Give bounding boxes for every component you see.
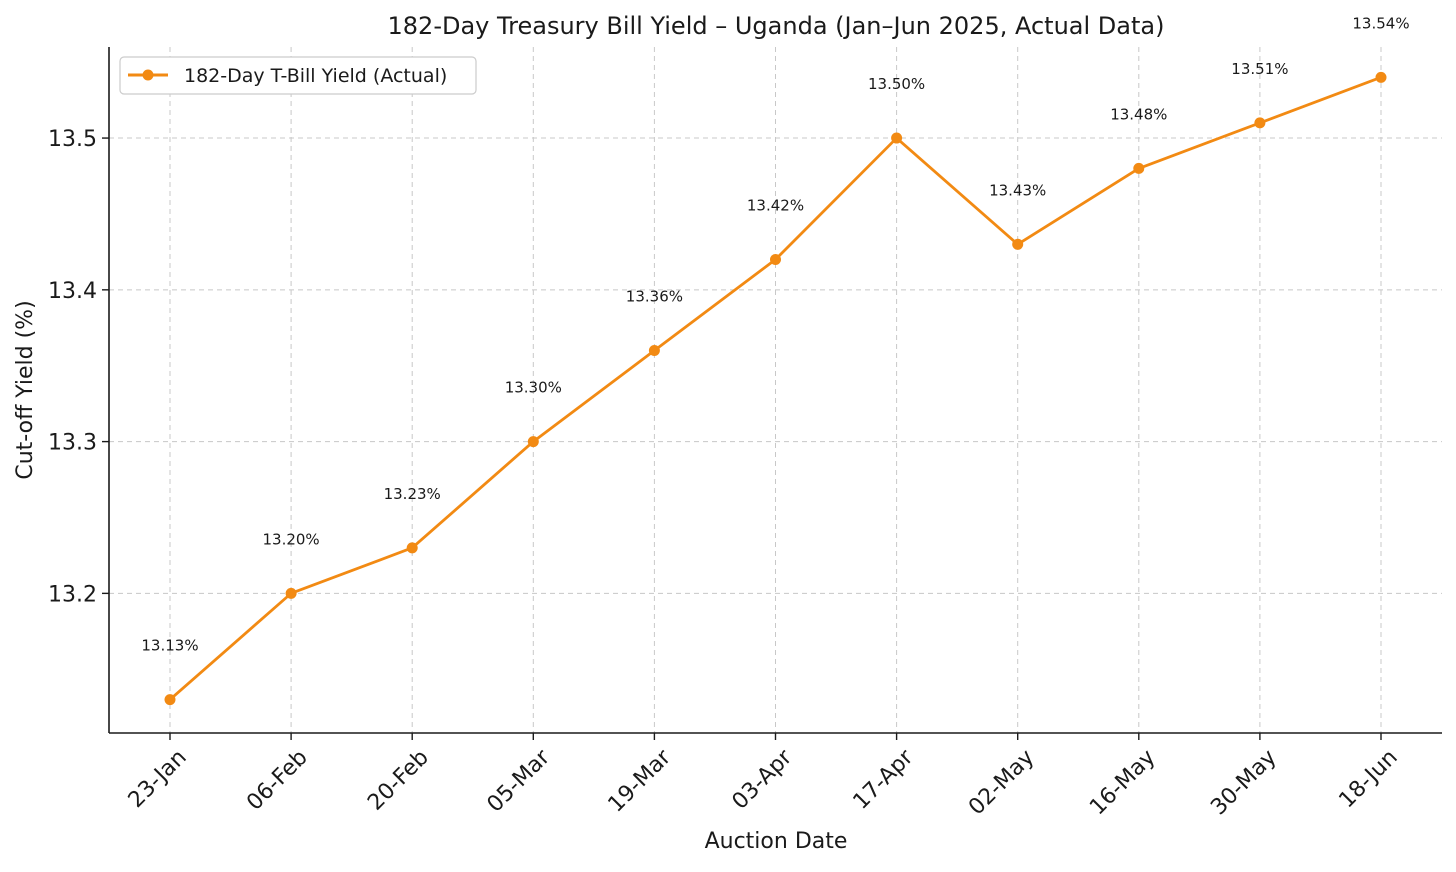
x-tick-label: 23-Jan [124,745,192,813]
y-tick-label: 13.3 [48,431,97,456]
data-label: 13.20% [262,530,319,548]
data-label: 13.54% [1352,14,1409,32]
axes [102,47,1442,740]
data-point [1133,162,1145,174]
x-tick-label: 17-Apr [849,744,919,814]
data-point [1012,238,1024,250]
x-tick-label: 05-Mar [483,744,556,817]
data-label: 13.23% [384,485,441,503]
data-point [648,345,660,357]
legend-label: 182-Day T-Bill Yield (Actual) [184,65,447,87]
data-label: 13.13% [141,637,198,655]
data-point [1375,71,1387,83]
data-point [406,542,418,554]
data-label: 13.51% [1231,60,1288,78]
data-label: 13.43% [989,181,1046,199]
y-axis-label: Cut-off Yield (%) [13,300,38,479]
series-line-group [164,71,1387,706]
data-point [1254,117,1266,129]
data-point [164,694,176,706]
grid [109,47,1442,733]
x-tick-label: 20-Feb [363,745,434,816]
x-tick-label: 02-May [964,745,1039,820]
x-tick-label: 16-May [1085,745,1160,820]
data-point [770,253,781,265]
data-label: 13.48% [1110,105,1167,123]
data-label: 13.42% [747,196,804,214]
x-tick-label: 03-Apr [728,744,798,814]
y-tick-label: 13.4 [48,279,97,304]
chart-title: 182-Day Treasury Bill Yield – Uganda (Ja… [388,12,1165,40]
data-label: 13.50% [868,75,925,93]
y-tick-label: 13.2 [48,582,97,607]
data-label: 13.30% [505,379,562,397]
legend: 182-Day T-Bill Yield (Actual) [119,56,477,95]
legend-box [119,56,477,95]
data-point [527,436,539,448]
x-tick-label: 30-May [1206,745,1281,820]
x-tick-label: 19-Mar [604,744,677,817]
data-label: 13.36% [626,288,683,306]
x-tick-label: 18-Jun [1334,745,1402,813]
y-tick-label: 13.5 [48,127,97,152]
x-axis-label: Auction Date [705,829,848,854]
x-tick-label: 06-Feb [242,745,313,816]
data-labels: 13.13% 13.20% 13.23% 13.30% 13.36% 13.42% 13.5… [141,14,1409,654]
legend-point-marker [142,69,154,81]
tick-labels: 13.2 13.3 13.4 13.5 23-Jan 06-Feb 20-Feb 05-Mar… [48,127,1403,820]
data-point [285,587,297,599]
data-point [891,132,903,144]
